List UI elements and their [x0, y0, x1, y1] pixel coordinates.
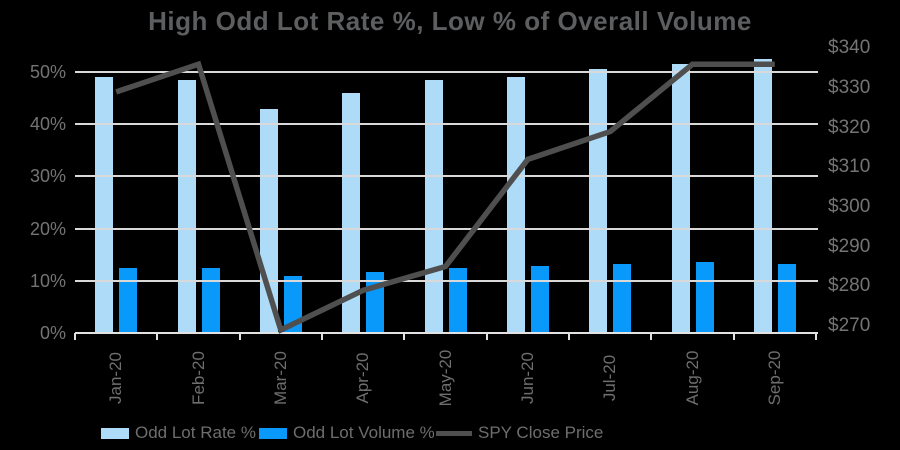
- x-axis-tick: [403, 333, 406, 340]
- bar-odd-lot-rate-aug-20: [671, 64, 690, 333]
- spy-close-price-line: [115, 60, 775, 334]
- right-axis-label-280: $280: [828, 275, 871, 297]
- x-axis-label-apr-20: Apr-20: [353, 352, 373, 404]
- bar-odd-lot-volume-aug-20: [695, 262, 714, 333]
- x-axis-tick: [568, 333, 570, 340]
- bar-odd-lot-rate-jan-20: [95, 77, 114, 333]
- x-axis-tick: [156, 333, 159, 340]
- x-axis-tick: [321, 333, 323, 340]
- x-axis-label-aug-20: Aug-20: [682, 350, 702, 406]
- x-axis-label-jul-20: Jul-20: [600, 354, 620, 402]
- gridline-20pct: [75, 227, 818, 230]
- x-axis-tick: [650, 333, 653, 340]
- x-axis-label-mar-20: Mar-20: [270, 351, 290, 405]
- gridline-30pct: [75, 175, 818, 178]
- bar-odd-lot-volume-may-20: [448, 268, 467, 333]
- gridline-50pct: [75, 71, 818, 73]
- x-axis-line: [75, 332, 818, 334]
- bar-odd-lot-volume-jan-20: [119, 267, 138, 333]
- left-axis-label-0: 0%: [39, 323, 66, 343]
- gridline-10pct: [75, 279, 818, 282]
- x-axis-label-jun-20: Jun-20: [517, 352, 537, 404]
- right-axis-label-340: $340: [828, 37, 871, 59]
- left-axis-label-50: 50%: [29, 62, 66, 82]
- right-axis-label-310: $310: [828, 156, 871, 178]
- left-axis-label-30: 30%: [29, 166, 66, 187]
- left-axis-label-40: 40%: [29, 114, 66, 135]
- x-axis-tick: [74, 333, 76, 340]
- left-axis-label-10: 10%: [29, 270, 66, 291]
- x-axis-tick: [815, 333, 817, 340]
- x-axis-label-feb-20: Feb-20: [188, 351, 208, 405]
- left-axis-label-20: 20%: [29, 218, 66, 239]
- gridline-40pct: [75, 123, 818, 126]
- right-axis-label-300: $300: [828, 195, 871, 217]
- bar-odd-lot-rate-apr-20: [342, 92, 361, 333]
- x-axis-tick: [732, 333, 735, 340]
- right-axis-label-270: $270: [828, 315, 871, 336]
- bar-odd-lot-rate-sep-20: [753, 58, 772, 333]
- x-axis-tick: [485, 333, 488, 340]
- x-axis-label-may-20: May-20: [435, 349, 455, 407]
- bar-odd-lot-rate-feb-20: [177, 79, 196, 333]
- bar-odd-lot-volume-feb-20: [201, 267, 220, 333]
- x-axis-label-jan-20: Jan-20: [106, 352, 126, 404]
- x-axis-label-sep-20: Sep-20: [764, 350, 784, 406]
- x-axis-tick: [238, 333, 241, 340]
- right-axis-label-290: $290: [828, 235, 871, 257]
- right-axis-label-330: $330: [828, 76, 871, 98]
- chart-title: High Odd Lot Rate %, Low % of Overall Vo…: [148, 6, 752, 36]
- bar-odd-lot-volume-jun-20: [530, 266, 549, 333]
- bar-odd-lot-volume-mar-20: [283, 275, 302, 333]
- right-axis-label-320: $320: [828, 116, 871, 138]
- bar-odd-lot-rate-jun-20: [506, 77, 525, 333]
